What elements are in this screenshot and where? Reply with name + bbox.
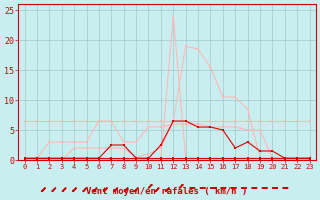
X-axis label: Vent moyen/en rafales ( km/h ): Vent moyen/en rafales ( km/h ) bbox=[86, 187, 248, 196]
